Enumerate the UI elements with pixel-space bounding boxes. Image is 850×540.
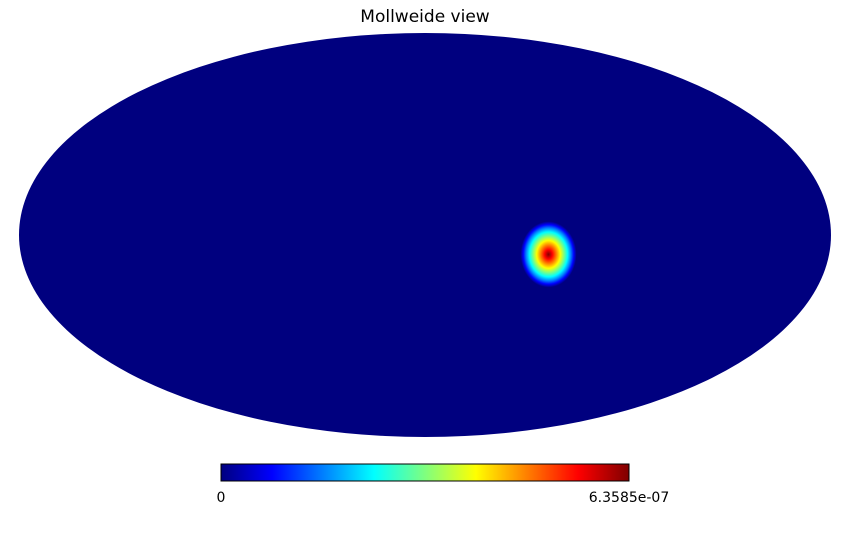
chart-title: Mollweide view bbox=[360, 7, 489, 27]
mollweide-sky-map bbox=[19, 33, 831, 437]
colorbar-min-label: 0 bbox=[217, 490, 226, 506]
hot-spot bbox=[520, 221, 577, 288]
colorbar bbox=[220, 463, 630, 482]
colorbar-max-label: 6.3585e-07 bbox=[589, 490, 669, 506]
